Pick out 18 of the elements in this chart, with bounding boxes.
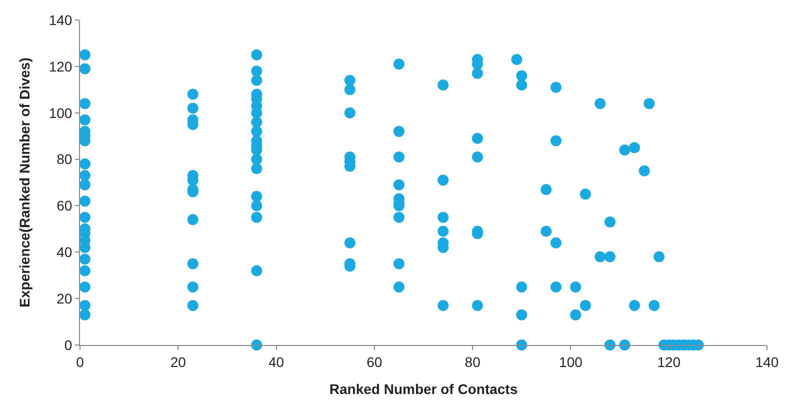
x-tick-label: 20 [170, 354, 186, 370]
x-tick-label: 120 [657, 354, 681, 370]
y-tick-label: 40 [56, 244, 72, 260]
x-tick-label: 40 [268, 354, 284, 370]
x-tick-label: 100 [559, 354, 583, 370]
x-tick-label: 80 [464, 354, 481, 370]
y-tick-label: 0 [64, 336, 72, 353]
y-tick-label: 20 [56, 290, 72, 306]
y-tick-label: 60 [56, 198, 72, 214]
y-tick-label: 80 [56, 151, 72, 168]
x-tick-label: 60 [366, 354, 382, 370]
x-tick-label: 140 [755, 354, 779, 370]
x-tick-label: 0 [76, 354, 84, 370]
y-axis-title: Experience(Ranked Number of Dives) [16, 58, 32, 308]
x-axis-title: Ranked Number of Contacts [329, 381, 518, 398]
y-tick-label: 140 [48, 12, 72, 28]
y-tick-label: 100 [48, 104, 72, 121]
y-tick-label: 120 [48, 58, 72, 74]
